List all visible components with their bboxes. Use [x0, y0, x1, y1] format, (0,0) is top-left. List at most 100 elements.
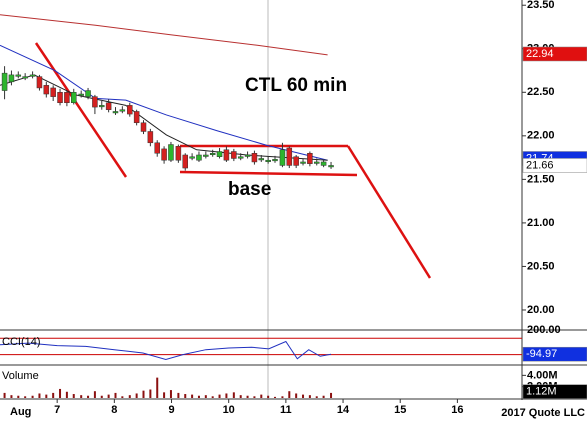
candle-body	[78, 93, 84, 96]
candle-body	[99, 105, 105, 108]
candle-body	[22, 76, 28, 79]
volume-bar	[225, 393, 228, 398]
line	[0, 44, 328, 161]
candle-body	[64, 92, 70, 103]
candle-body	[133, 111, 140, 124]
price-marker	[522, 346, 587, 362]
trend-drawings	[34, 42, 432, 279]
y-tick-label: 4.00M	[527, 369, 558, 381]
x-tick-label: 9	[168, 404, 174, 416]
x-tick-label: 15	[394, 404, 406, 416]
y-tick-label: 21.00	[527, 217, 555, 229]
volume-bar	[295, 393, 298, 398]
trend-line	[34, 42, 128, 178]
volume-bar	[184, 394, 187, 398]
line	[0, 340, 332, 361]
volume-bar	[142, 390, 145, 398]
volume-bar	[80, 395, 83, 398]
volume-bar	[274, 396, 277, 398]
candle-body	[29, 74, 36, 77]
candle-body	[209, 152, 216, 155]
candle-body	[119, 109, 126, 112]
x-tick-label: 11	[280, 404, 292, 416]
volume-bar	[253, 396, 256, 398]
line	[0, 14, 328, 56]
y-tick-label: 20.00	[527, 304, 555, 316]
panel-label: Volume	[2, 370, 39, 382]
chart-title: CTL 60 min	[245, 75, 347, 96]
candle-body	[300, 161, 306, 164]
x-tick-label: 8	[111, 404, 117, 416]
volume-bar	[211, 396, 214, 398]
candle-body	[244, 154, 251, 157]
volume-bar	[93, 391, 96, 398]
candle-body	[203, 154, 209, 157]
volume-bar	[128, 395, 131, 398]
candle-body	[105, 102, 112, 110]
candle-body	[15, 74, 22, 77]
candle-body	[196, 154, 202, 161]
volume-bar	[288, 391, 291, 398]
candle-body	[140, 122, 147, 132]
volume-bar	[156, 377, 159, 398]
candle-body	[189, 156, 195, 159]
volume-bar	[24, 396, 27, 398]
volume-bar	[38, 393, 41, 398]
volume-bar	[267, 395, 270, 398]
y-tick-label: 22.00	[527, 130, 555, 142]
candle-body	[293, 156, 299, 166]
volume-bar	[149, 389, 152, 398]
x-tick-label: 14	[337, 404, 350, 416]
candle-body	[71, 92, 77, 103]
y-tick-label: 23.50	[527, 0, 555, 11]
candle-body	[127, 105, 133, 115]
x-tick-label: 16	[451, 404, 463, 416]
volume-bar	[322, 395, 325, 398]
volume-bar	[17, 395, 20, 398]
candle-body	[307, 152, 313, 164]
candle-body	[251, 152, 258, 163]
candle-body	[1, 72, 8, 91]
candle-body	[313, 161, 320, 164]
volume-bar	[100, 395, 103, 398]
candle-body	[272, 159, 278, 162]
annotation: base	[228, 179, 271, 200]
price-marker	[522, 46, 587, 62]
volume-bar	[3, 392, 6, 398]
candle-body	[154, 142, 160, 154]
candle-body	[57, 92, 63, 103]
price-marker	[522, 158, 587, 173]
price-marker-label: -94.97	[526, 348, 557, 360]
candle-body	[182, 154, 188, 169]
candle-body	[168, 144, 174, 161]
y-tick-label: 22.50	[527, 86, 555, 98]
volume-bar	[169, 390, 172, 398]
volume-bar	[65, 391, 68, 398]
volume-bar	[308, 395, 311, 398]
candle-body	[36, 76, 43, 89]
candle-body	[223, 149, 230, 161]
month-label: Aug	[10, 406, 31, 418]
candle-body	[231, 151, 237, 159]
volume-bar	[72, 394, 75, 398]
candle-body	[216, 151, 223, 157]
candle-body	[147, 131, 154, 144]
candle-body	[50, 87, 56, 97]
volume-bar	[302, 394, 305, 398]
price-marker-label: 22.94	[526, 48, 554, 60]
candle-body	[320, 161, 327, 166]
watermark: 2017 Quote LLC	[501, 407, 585, 419]
volume-bar	[330, 392, 333, 398]
y-tick-label: 200.00	[527, 324, 561, 336]
volume-bar	[281, 396, 284, 398]
candle-body	[286, 147, 293, 166]
trend-line	[179, 170, 358, 177]
volume-bar	[87, 395, 90, 398]
y-tick-label: 21.50	[527, 173, 555, 185]
volume-bar	[45, 394, 48, 398]
volume-bar	[163, 392, 166, 398]
candle-body	[112, 111, 119, 114]
